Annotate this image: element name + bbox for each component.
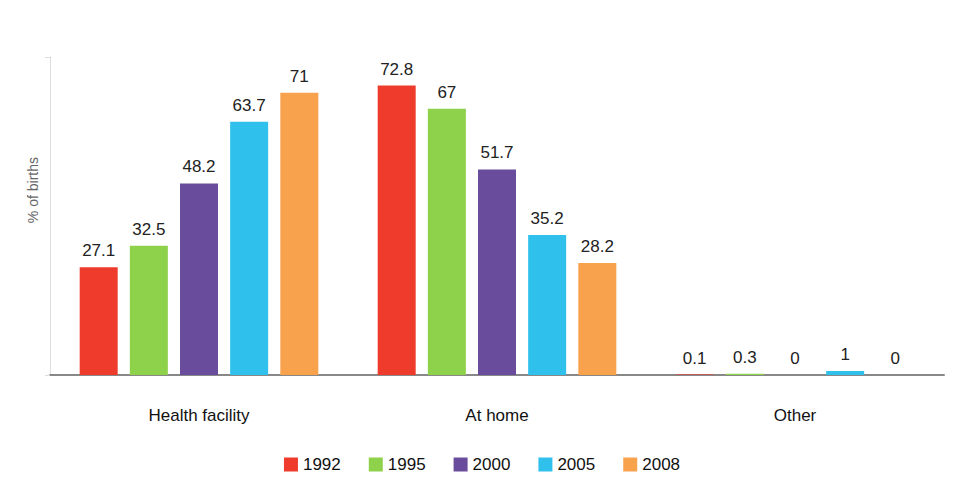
- svg-text:63.7: 63.7: [233, 96, 266, 115]
- svg-text:0.1: 0.1: [683, 349, 707, 368]
- svg-text:0: 0: [790, 349, 799, 368]
- svg-text:67: 67: [437, 83, 456, 102]
- svg-text:0: 0: [891, 349, 900, 368]
- svg-text:Other: Other: [774, 406, 817, 425]
- svg-text:51.7: 51.7: [480, 143, 513, 162]
- svg-text:% of births: % of births: [25, 157, 41, 223]
- svg-text:28.2: 28.2: [581, 237, 614, 256]
- svg-text:27.1: 27.1: [82, 241, 115, 260]
- svg-text:1992: 1992: [303, 455, 341, 474]
- svg-text:1995: 1995: [388, 455, 426, 474]
- svg-text:At home: At home: [465, 406, 528, 425]
- svg-text:2008: 2008: [642, 455, 680, 474]
- svg-text:48.2: 48.2: [182, 157, 215, 176]
- svg-text:2000: 2000: [473, 455, 511, 474]
- svg-text:35.2: 35.2: [531, 209, 564, 228]
- svg-text:2005: 2005: [557, 455, 595, 474]
- svg-text:72.8: 72.8: [380, 60, 413, 79]
- svg-text:32.5: 32.5: [132, 220, 165, 239]
- svg-text:71: 71: [290, 67, 309, 86]
- svg-text:1: 1: [840, 345, 849, 364]
- svg-text:0.3: 0.3: [733, 348, 757, 367]
- svg-text:Health facility: Health facility: [148, 406, 250, 425]
